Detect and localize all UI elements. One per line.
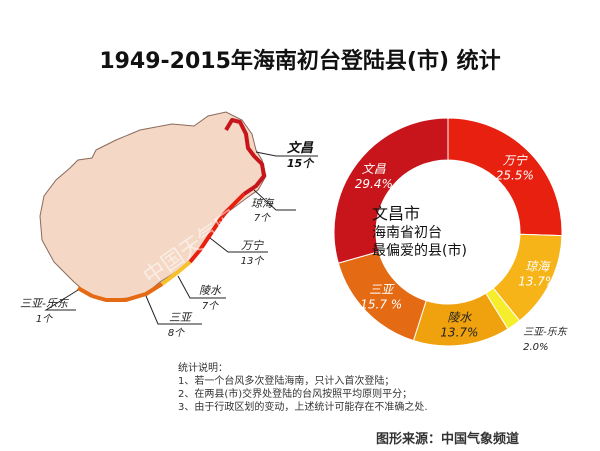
map-label-wenchang: 文昌 15个 [287,140,315,170]
center-text-line-1: 文昌市 [372,204,420,223]
slice-value-label: 13.7% [518,274,556,288]
slice-label: 陵水 [447,310,472,324]
map-label-sanya-ledong: 三亚-乐东 1个 [20,297,70,325]
source-credit: 图形来源：中国气象频道 [376,432,520,447]
map-label-name: 万宁 [241,239,264,252]
slice-label: 文昌 [362,162,387,176]
map-label-count: 15个 [287,157,315,170]
chart-title: 1949-2015年海南初台登陆县(市) 统计 [99,48,500,74]
coast-wanning [188,212,226,264]
map-label-count: 1个 [36,313,53,325]
slice-value-label: 25.5% [496,168,534,182]
slice-label: 琼海 [525,259,551,273]
notes-heading: 统计说明： [178,363,228,374]
map-label-name: 陵水 [199,284,222,297]
coast-qionghai [222,192,246,216]
slice-label: 三亚-乐东 [523,326,568,338]
slice-value-label: 15.7 % [360,298,402,312]
slice-value-label: 29.4% [355,177,393,191]
map-label-count: 7个 [254,212,271,224]
map-label-lingshui: 陵水 7个 [199,284,222,312]
coast-wenchang [224,118,266,196]
map-label-count: 8个 [168,327,185,339]
map-label-sanya: 三亚 8个 [168,311,193,339]
map-label-name: 三亚 [169,311,193,324]
slice-value-label: 2.0% [523,342,548,353]
notes: 统计说明： 1、若一个台风多次登陆海南，只计入首次登陆； 2、在两县(市)交界处… [178,362,478,414]
donut-chart [333,117,563,347]
center-text-line-2: 海南省初台 [372,224,442,241]
notes-item: 3、由于行政区划的变动，上述统计可能存在不准确之处. [178,402,428,413]
map-label-name: 琼海 [251,197,275,210]
map-label-count: 7个 [202,300,219,312]
notes-item: 1、若一个台风多次登陆海南，只计入首次登陆； [178,376,395,387]
slice-value-label: 13.7% [440,325,478,339]
donut-slice [333,117,449,264]
map-label-name: 三亚-乐东 [20,297,70,310]
coast-sanya-ledong [77,286,93,298]
map-label-qionghai: 琼海 7个 [251,197,275,224]
map-label-name: 文昌 [287,140,314,156]
slice-label: 万宁 [503,153,528,167]
coast-sanya [91,282,164,302]
notes-item: 2、在两县(市)交界处登陆的台风按照平均原则平分； [178,389,413,400]
slice-label: 三亚 [369,283,395,297]
coast-lingshui [160,260,192,286]
map-label-wanning: 万宁 13个 [241,239,265,267]
map-leader-lines [44,151,318,325]
center-text-line-3: 最偏爱的县(市) [372,242,467,259]
map-label-count: 13个 [241,255,265,267]
